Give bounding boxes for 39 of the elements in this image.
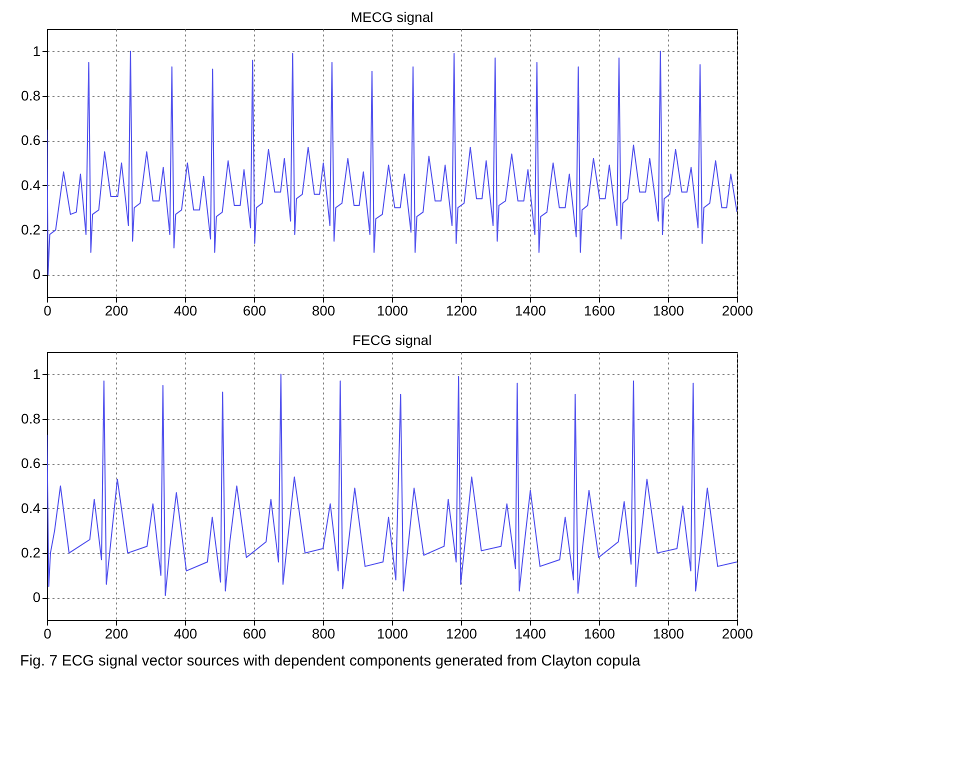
- x-tick-label: 2000: [722, 302, 754, 318]
- x-tick-label: 200: [104, 626, 128, 642]
- x-tick-label: 400: [174, 626, 198, 642]
- x-tick-label: 1800: [652, 302, 684, 318]
- x-tick-label: 1000: [376, 626, 408, 642]
- x-tick-label: 1400: [514, 302, 546, 318]
- caption: Fig. 7 ECG signal vector sources with dependent components generated from Clayton copula: [20, 652, 642, 670]
- y-tick-label: 0.8: [21, 410, 41, 426]
- x-tick-label: 1000: [376, 302, 408, 318]
- y-tick-label: 0.8: [21, 88, 41, 104]
- x-tick-label: 0: [44, 302, 52, 318]
- y-tick-label: 0: [32, 589, 41, 606]
- x-tick-label: 1200: [446, 302, 478, 318]
- chart-title: FECG signal: [352, 332, 432, 348]
- x-tick-label: 200: [104, 302, 128, 318]
- y-tick-label: 0.2: [21, 544, 41, 560]
- x-tick-label: 1800: [652, 626, 684, 642]
- y-tick-label: 0.4: [21, 176, 41, 193]
- x-tick-label: 600: [242, 302, 266, 318]
- x-tick-label: 600: [242, 626, 266, 642]
- x-tick-label: 800: [312, 626, 336, 642]
- y-tick-label: 0.2: [21, 222, 41, 238]
- x-tick-label: 800: [312, 302, 336, 318]
- x-tick-label: 1600: [584, 302, 616, 318]
- y-tick-label: 1: [32, 42, 41, 59]
- y-tick-label: 1: [32, 366, 41, 382]
- x-tick-label: 0: [44, 626, 52, 642]
- x-tick-label: 2000: [722, 626, 754, 642]
- line-series: [47, 50, 737, 276]
- y-tick-label: 0: [32, 266, 41, 282]
- line-series: [47, 374, 737, 596]
- x-tick-label: 1200: [446, 626, 478, 642]
- y-tick-label: 0.4: [21, 500, 41, 516]
- x-tick-label: 400: [174, 302, 198, 318]
- x-tick-label: 1600: [584, 626, 616, 642]
- y-tick-label: 0.6: [21, 132, 41, 148]
- x-tick-label: 1400: [514, 626, 546, 642]
- y-tick-label: 0.6: [21, 455, 41, 472]
- chart-title: MECG signal: [350, 9, 434, 25]
